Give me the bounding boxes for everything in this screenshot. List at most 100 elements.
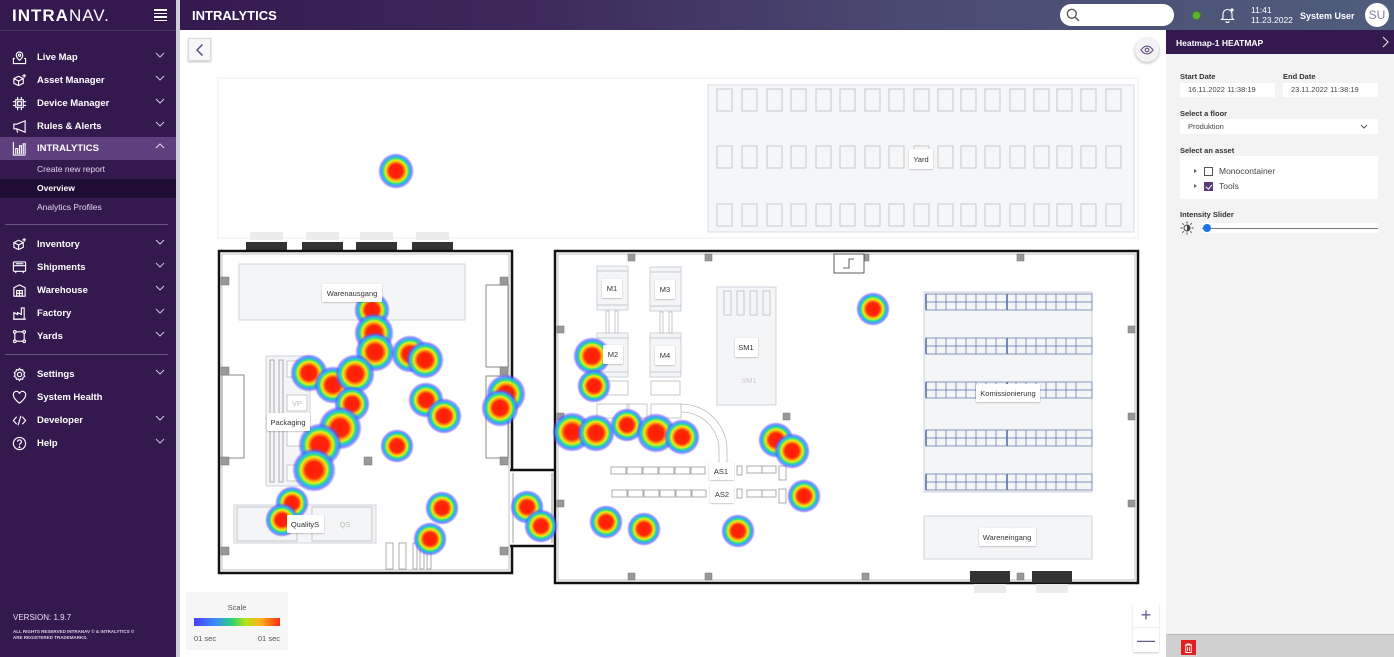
chip-icon [11, 95, 27, 111]
megaphone-icon [11, 118, 27, 134]
sidebar-item-warehouse[interactable]: Warehouse [0, 279, 176, 301]
sidebar-item-shipments[interactable]: Shipments [0, 256, 176, 278]
svg-text:QualityS: QualityS [291, 520, 319, 529]
svg-text:Packaging: Packaging [270, 418, 305, 427]
chevron-down-icon [155, 308, 165, 314]
sidebar-item-label: System Health [37, 391, 103, 403]
checkbox-tools[interactable] [1204, 181, 1213, 191]
sidebar-item-system-health[interactable]: System Health [0, 386, 176, 408]
intensity-slider-label: Intensity Slider [1180, 210, 1234, 219]
chevron-down-icon [155, 75, 165, 81]
sidebar-item-label: Inventory [37, 238, 80, 250]
svg-text:Komissionierung: Komissionierung [980, 389, 1035, 398]
checkbox-monocontainer[interactable] [1204, 166, 1213, 176]
sidebar-item-label: Live Map [37, 51, 78, 63]
sidebar-item-label: Asset Manager [37, 74, 105, 86]
svg-text:M4: M4 [660, 351, 670, 360]
floor-select-label: Select a floor [1180, 109, 1228, 118]
heatmap-scale-legend: Scale 01 sec 01 sec [186, 592, 288, 650]
factory-icon [11, 305, 27, 321]
svg-text:SM1: SM1 [738, 343, 753, 352]
sidebar-item-label: Factory [37, 307, 72, 319]
sidebar-item-label: Settings [37, 368, 75, 380]
sidebar-subitem-analytics-profiles[interactable]: Analytics Profiles [37, 202, 102, 212]
svg-text:AS2: AS2 [715, 490, 729, 499]
rack-rows [925, 293, 1093, 491]
version-label: VERSION: 1.9.7 [13, 613, 72, 622]
sidebar-subitem-overview[interactable]: Overview [0, 179, 176, 198]
chevron-down-icon [1360, 124, 1368, 129]
svg-text:Wareneingang: Wareneingang [983, 533, 1032, 542]
cube-plus-icon [11, 72, 27, 88]
sidebar-item-help[interactable]: Help [0, 432, 176, 454]
chevron-down-icon [155, 369, 165, 375]
chevron-left-icon [195, 43, 203, 56]
slider-handle[interactable] [1203, 224, 1211, 232]
search-input[interactable] [1060, 4, 1174, 26]
sidebar-item-intralytics[interactable]: INTRALYTICS [0, 137, 176, 160]
chevron-down-icon [155, 415, 165, 421]
sidebar-item-device-manager[interactable]: Device Manager [0, 92, 176, 114]
panel-header: Heatmap-1 HEATMAP [1166, 30, 1394, 54]
zoom-in-button[interactable]: + [1133, 604, 1159, 628]
bar-chart-icon [11, 140, 27, 156]
sidebar-item-asset-manager[interactable]: Asset Manager [0, 69, 176, 91]
svg-text:Yard: Yard [913, 155, 928, 164]
chevron-down-icon [155, 98, 165, 104]
chevron-down-icon [155, 121, 165, 127]
expand-caret-icon[interactable] [1194, 184, 1197, 188]
sidebar-item-settings[interactable]: Settings [0, 363, 176, 385]
sidebar-item-live-map[interactable]: Live Map [0, 46, 176, 68]
zoom-control: + — [1133, 604, 1159, 652]
logo: INTRANAV. [12, 6, 110, 25]
avatar[interactable]: SU [1365, 3, 1389, 27]
sidebar-subitem-create-report[interactable]: Create new report [37, 164, 106, 174]
bell-icon[interactable] [1220, 7, 1235, 23]
asset-tree-item-tools[interactable]: Tools [1194, 179, 1239, 193]
svg-text:VP: VP [292, 399, 302, 408]
sidebar-item-label: Device Manager [37, 97, 110, 109]
hamburger-menu-icon[interactable] [154, 9, 167, 21]
expand-caret-icon[interactable] [1194, 169, 1197, 173]
eye-icon [1140, 45, 1154, 55]
sidebar-item-inventory[interactable]: Inventory [0, 233, 176, 255]
sidebar-item-developer[interactable]: Developer [0, 409, 176, 431]
divider [0, 30, 176, 31]
start-date-field[interactable]: 16.11.2022 11:38:19 [1180, 83, 1275, 97]
divider [5, 354, 168, 355]
chevron-down-icon [155, 331, 165, 337]
intensity-slider[interactable] [1202, 223, 1378, 233]
scale-title: Scale [227, 603, 247, 612]
asset-tree-item-monocontainer[interactable]: Monocontainer [1194, 164, 1275, 178]
asset-tree [1180, 156, 1378, 199]
heatmap-settings-panel: Heatmap-1 HEATMAP Start Date 16.11.2022 … [1166, 30, 1394, 657]
chevron-up-icon [155, 143, 165, 149]
cube-plus-icon [11, 236, 27, 252]
asset-select-label: Select an asset [1180, 146, 1235, 155]
copyright-text: ALL RIGHTS RESERVED INTRANAV © & INTRALY… [13, 629, 135, 640]
connection-status-dot [1192, 11, 1201, 20]
user-name[interactable]: System User [1300, 11, 1355, 21]
end-date-field[interactable]: 23.11.2022 11:38:19 [1283, 83, 1378, 97]
sidebar-item-yards[interactable]: Yards [0, 325, 176, 347]
svg-text:M3: M3 [660, 285, 670, 294]
scale-max-label: 01 sec [257, 634, 280, 643]
sidebar-item-factory[interactable]: Factory [0, 302, 176, 324]
floor-select[interactable]: Produktion [1180, 119, 1378, 134]
code-icon [11, 412, 27, 428]
chevron-down-icon [155, 262, 165, 268]
page-title: INTRALYTICS [192, 8, 277, 23]
chevron-down-icon [155, 438, 165, 444]
visibility-toggle-button[interactable] [1135, 38, 1159, 62]
panel-footer [1166, 634, 1394, 657]
panel-title: Heatmap-1 HEATMAP [1176, 38, 1264, 48]
heatmap-canvas[interactable]: Yard VP QS [180, 30, 1166, 657]
chevron-right-icon[interactable] [1380, 35, 1390, 49]
delete-button[interactable] [1181, 640, 1196, 655]
chevron-down-icon [155, 52, 165, 58]
sidebar-item-rules-alerts[interactable]: Rules & Alerts [0, 115, 176, 137]
yard-icon [11, 328, 27, 344]
back-button[interactable] [188, 38, 211, 61]
zoom-out-button[interactable]: — [1137, 629, 1155, 650]
